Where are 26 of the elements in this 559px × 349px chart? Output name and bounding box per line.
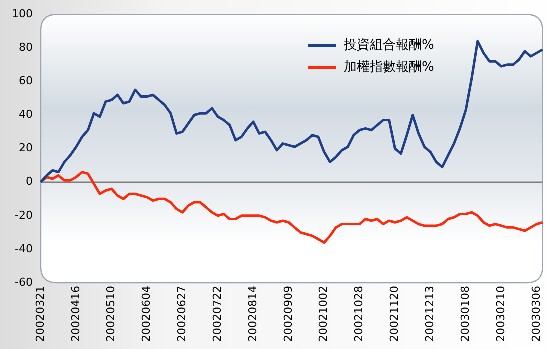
legend-label: 加權指數報酬%	[344, 59, 434, 76]
x-tick-label: 20030108	[458, 286, 472, 342]
x-tick-label: 20020627	[176, 286, 189, 342]
x-tick-label: 20020722	[210, 286, 224, 342]
y-tick-label: 40	[18, 108, 33, 122]
x-tick-label: 20021213	[423, 286, 436, 342]
x-tick-label: 20030306	[530, 286, 543, 342]
x-tick-label: 20030210	[494, 286, 508, 342]
x-tick-label: 20020321	[34, 286, 47, 342]
x-tick-label: 20021028	[352, 286, 366, 342]
x-tick-label: 20020814	[246, 286, 260, 342]
y-tick-label: 0	[26, 175, 33, 188]
x-tick-label: 20021002	[317, 286, 330, 342]
y-tick-label: 100	[12, 7, 33, 20]
x-tick-label: 20020416	[69, 286, 82, 342]
x-tick-label: 20020510	[104, 286, 118, 342]
y-tick-label: -40	[15, 242, 33, 256]
y-tick-label: 60	[18, 74, 33, 88]
x-tick-label: 20020909	[282, 286, 295, 342]
x-tick-label: 20021120	[388, 286, 402, 342]
legend-label: 投資組合報酬%	[344, 37, 434, 54]
x-tick-label: 20020604	[140, 286, 154, 342]
y-tick-label: -20	[15, 208, 33, 222]
y-tick-label: -60	[15, 276, 33, 289]
y-tick-label: 80	[18, 41, 33, 54]
y-tick-label: 20	[18, 142, 33, 155]
